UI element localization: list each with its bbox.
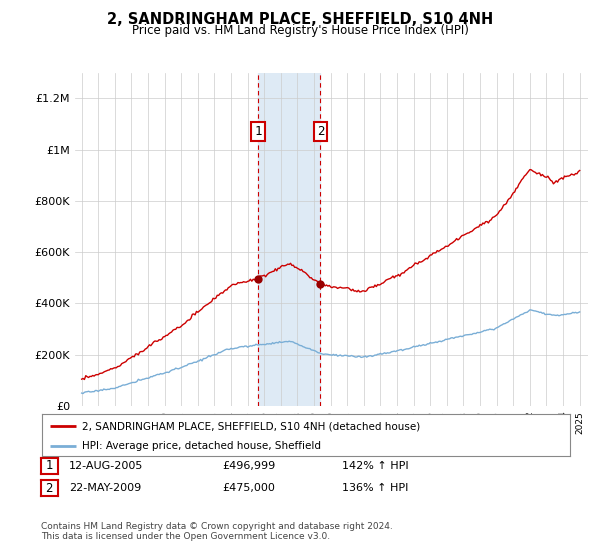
Text: 2, SANDRINGHAM PLACE, SHEFFIELD, S10 4NH (detached house): 2, SANDRINGHAM PLACE, SHEFFIELD, S10 4NH… [82, 421, 420, 431]
Text: 2: 2 [46, 482, 53, 495]
Text: £496,999: £496,999 [222, 461, 275, 471]
Text: 1: 1 [254, 125, 262, 138]
Text: 2: 2 [317, 125, 324, 138]
Text: 12-AUG-2005: 12-AUG-2005 [69, 461, 143, 471]
Text: 2, SANDRINGHAM PLACE, SHEFFIELD, S10 4NH: 2, SANDRINGHAM PLACE, SHEFFIELD, S10 4NH [107, 12, 493, 27]
Bar [575, 73, 588, 406]
Text: 1: 1 [46, 459, 53, 473]
Text: Price paid vs. HM Land Registry's House Price Index (HPI): Price paid vs. HM Land Registry's House … [131, 24, 469, 37]
Text: £475,000: £475,000 [222, 483, 275, 493]
Bar [258, 73, 320, 406]
Text: 136% ↑ HPI: 136% ↑ HPI [342, 483, 409, 493]
Text: HPI: Average price, detached house, Sheffield: HPI: Average price, detached house, Shef… [82, 441, 320, 451]
Text: 22-MAY-2009: 22-MAY-2009 [69, 483, 141, 493]
Text: 142% ↑ HPI: 142% ↑ HPI [342, 461, 409, 471]
Text: Contains HM Land Registry data © Crown copyright and database right 2024.
This d: Contains HM Land Registry data © Crown c… [41, 522, 392, 542]
